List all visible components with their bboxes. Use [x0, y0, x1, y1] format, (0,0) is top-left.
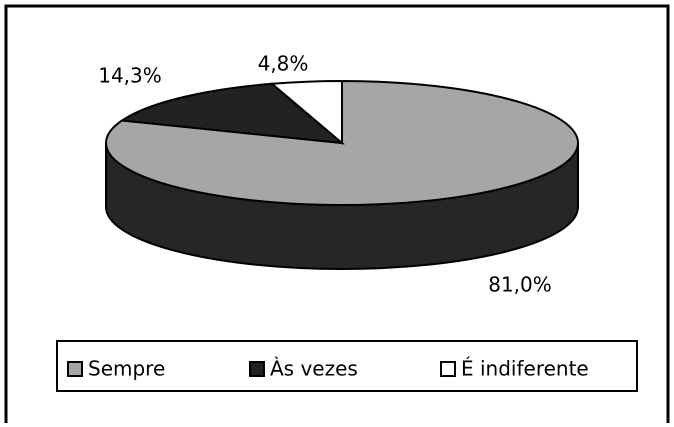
legend-label: Às vezes [270, 357, 358, 381]
legend-swatch [440, 361, 456, 377]
data-label: 14,3% [98, 64, 162, 88]
data-label: 81,0% [488, 273, 552, 297]
legend-label: É indiferente [461, 357, 589, 381]
legend-swatch [249, 361, 265, 377]
slice [269, 79, 343, 146]
legend-box [56, 340, 638, 392]
legend-swatch [67, 361, 83, 377]
legend-label: Sempre [88, 357, 165, 381]
slice [119, 82, 346, 145]
data-label: 4,8% [258, 52, 309, 76]
